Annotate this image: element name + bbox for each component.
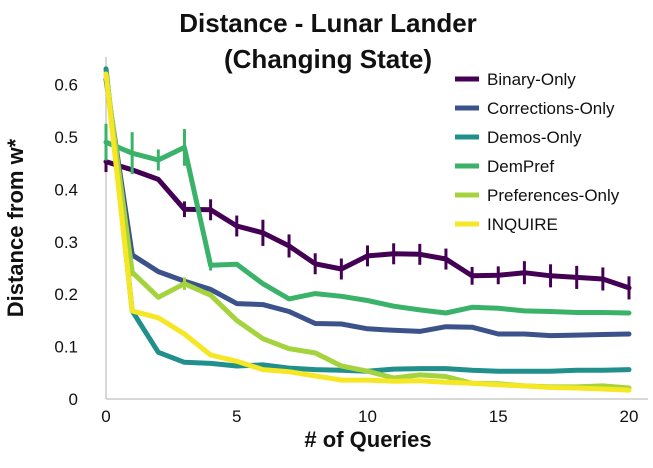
- x-tick-label: 5: [232, 407, 241, 426]
- y-tick-label: 0: [69, 390, 78, 409]
- x-tick-label: 20: [620, 407, 639, 426]
- x-axis-label: # of Queries: [304, 427, 431, 452]
- legend-label: Corrections-Only: [487, 99, 615, 118]
- legend-label: INQUIRE: [487, 215, 558, 234]
- y-tick-label: 0.3: [54, 233, 78, 252]
- legend-label: Binary-Only: [487, 70, 576, 89]
- series-line: [103, 139, 632, 316]
- y-tick-label: 0.5: [54, 128, 78, 147]
- series-inquire: [103, 71, 632, 393]
- legend-label: DemPref: [487, 157, 554, 176]
- chart-title-line-1: Distance - Lunar Lander: [179, 8, 477, 38]
- y-tick-label: 0.1: [54, 338, 78, 357]
- x-tick-label: 15: [489, 407, 508, 426]
- x-tick-label: 0: [101, 407, 110, 426]
- series-line: [103, 71, 632, 393]
- chart-title-line-2: (Changing State): [224, 44, 432, 74]
- legend-label: Demos-Only: [487, 128, 582, 147]
- series-layer: [103, 66, 632, 393]
- series-line: [103, 76, 632, 339]
- series-corrections-only: [103, 76, 632, 339]
- y-tick-label: 0.4: [54, 180, 78, 199]
- legend-label: Preferences-Only: [487, 186, 620, 205]
- axis-ticks: 0 5 10 15 20 0 0.1 0.2 0.3 0.4 0.5 0.6: [54, 76, 638, 427]
- series-binary-only: [103, 151, 632, 300]
- y-tick-label: 0.6: [54, 76, 78, 95]
- series-dempref: [103, 123, 632, 316]
- chart-legend: Binary-Only Corrections-Only Demos-Only Dem…: [455, 70, 620, 234]
- x-tick-label: 10: [358, 407, 377, 426]
- y-axis-label: Distance from w*: [3, 138, 28, 317]
- y-tick-label: 0.2: [54, 285, 78, 304]
